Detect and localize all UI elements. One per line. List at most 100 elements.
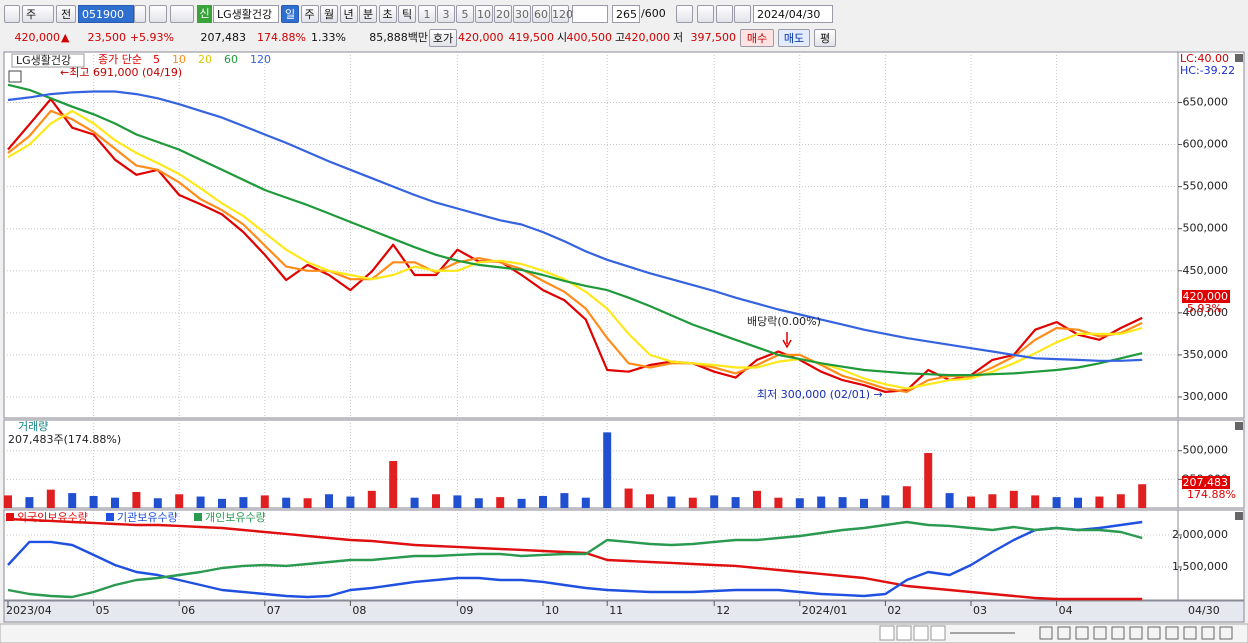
volume-bar — [474, 498, 483, 508]
high: 420,000 — [624, 31, 671, 44]
open: 400,500 — [566, 31, 613, 44]
tool-icon[interactable] — [676, 5, 693, 23]
volume-bar — [753, 490, 761, 508]
y-tick-label: 2,000,000 — [1172, 528, 1228, 541]
count-button[interactable]: 1 — [418, 5, 436, 23]
series-line — [7, 520, 1143, 599]
legend-entry: 5 — [153, 53, 160, 66]
count-button[interactable]: 120 — [551, 5, 573, 23]
buy[interactable]: 매수 — [740, 29, 774, 47]
legend-entry: 외국인보유수량 — [17, 511, 88, 524]
ask: 420,000 — [458, 31, 504, 44]
date-input[interactable]: 2024/04/30 — [753, 5, 833, 23]
last-change: 5.93% — [1187, 302, 1222, 315]
x-tick-label: 12 — [716, 604, 730, 617]
volume-bar — [860, 498, 868, 508]
y-tick-label: 300,000 — [1183, 390, 1229, 403]
code-input[interactable]: 051900 — [78, 5, 134, 23]
x-tick-label: 04 — [1059, 604, 1073, 617]
volume-bar — [410, 497, 419, 508]
ask-label[interactable]: 호가 — [429, 29, 457, 47]
title-box — [11, 53, 85, 68]
unit-dropdown[interactable] — [572, 5, 608, 23]
period-select[interactable]: 주 — [22, 5, 54, 23]
scroll-button — [879, 625, 895, 641]
count-button[interactable]: 3 — [437, 5, 455, 23]
volume-subtitle: 207,483주(174.88%) — [8, 433, 121, 446]
interval-button[interactable]: 주 — [300, 5, 319, 23]
tool-icon — [1111, 626, 1125, 640]
volume-bar — [1031, 495, 1040, 508]
tool-icon — [1147, 626, 1161, 640]
volume-bar — [25, 497, 34, 508]
low: 397,500 — [690, 31, 737, 44]
volume-bar — [967, 496, 975, 508]
x-tick-label: 08 — [352, 604, 366, 617]
count-button[interactable]: 10 — [475, 5, 493, 23]
panel — [3, 51, 1179, 419]
volume-bar — [175, 494, 184, 508]
volume-bar — [945, 493, 954, 508]
interval-button[interactable]: 월 — [320, 5, 338, 23]
volume-bar — [817, 496, 826, 508]
interval-button[interactable]: 분 — [359, 5, 377, 23]
last-price: 420,000 — [1183, 290, 1229, 303]
volume-bar — [111, 497, 119, 508]
dividend-arrow — [782, 332, 792, 349]
volume-bar — [303, 498, 312, 508]
y-tick-label: 550,000 — [1183, 180, 1229, 193]
avg[interactable]: 평 — [814, 29, 836, 47]
series-line — [7, 517, 1143, 601]
tool-icon[interactable] — [734, 5, 751, 23]
sound-button[interactable] — [170, 5, 194, 23]
count-button[interactable]: 5 — [456, 5, 474, 23]
interval-button[interactable]: 틱 — [398, 5, 416, 23]
volume-bar — [624, 488, 633, 508]
volume: 207,483 — [200, 31, 247, 44]
volume-bar — [346, 496, 355, 508]
volume-bar — [282, 497, 291, 508]
volume-bar — [89, 495, 98, 508]
volume-bar — [1095, 496, 1104, 508]
x-tick-label: 11 — [609, 604, 623, 617]
volume-bar — [1116, 494, 1125, 508]
sell[interactable]: 매도 — [778, 29, 810, 47]
volume-bar — [1009, 490, 1018, 508]
series-line — [7, 83, 1143, 377]
legend-entry: 개인보유수량 — [205, 511, 266, 524]
tool-icon[interactable] — [697, 5, 714, 23]
axis-area — [1177, 419, 1245, 509]
low-label: 저 — [673, 31, 684, 44]
tool-icon — [1075, 626, 1089, 640]
interval-button[interactable]: 초 — [378, 5, 397, 23]
tool-icon[interactable] — [716, 5, 733, 23]
y-tick-label: 600,000 — [1183, 138, 1229, 151]
volume-bar — [710, 495, 719, 508]
scroll-button — [896, 625, 912, 641]
panel — [3, 419, 1179, 509]
interval-button[interactable]: 년 — [339, 5, 358, 23]
last-volume: 207,483 — [1183, 476, 1229, 489]
stock-name: LG생활건강 — [213, 5, 279, 23]
interval-button[interactable]: 일 — [281, 5, 299, 23]
search-button[interactable] — [149, 5, 167, 23]
count-button[interactable]: 20 — [494, 5, 512, 23]
code-dropdown[interactable] — [134, 5, 146, 23]
tool-icon — [1165, 626, 1179, 640]
prev-button[interactable]: 전 — [56, 5, 76, 23]
tool-icon — [1057, 626, 1071, 640]
count-button[interactable]: 30 — [513, 5, 531, 23]
menu-icon[interactable] — [4, 5, 20, 23]
y-tick-label: 450,000 — [1183, 264, 1229, 277]
volume-bar — [432, 494, 440, 508]
range-input[interactable]: 265 — [612, 5, 640, 23]
x-tick-label: 05 — [96, 604, 110, 617]
x-tick-label: 06 — [181, 604, 195, 617]
legend-swatch — [106, 513, 114, 521]
dividend-annotation: 배당락(0.00%) — [747, 315, 821, 328]
count-button[interactable]: 60 — [532, 5, 550, 23]
volume-bar — [496, 497, 505, 508]
hc-label: HC:-39.22 — [1180, 64, 1235, 77]
high-label: 고 — [615, 31, 626, 44]
